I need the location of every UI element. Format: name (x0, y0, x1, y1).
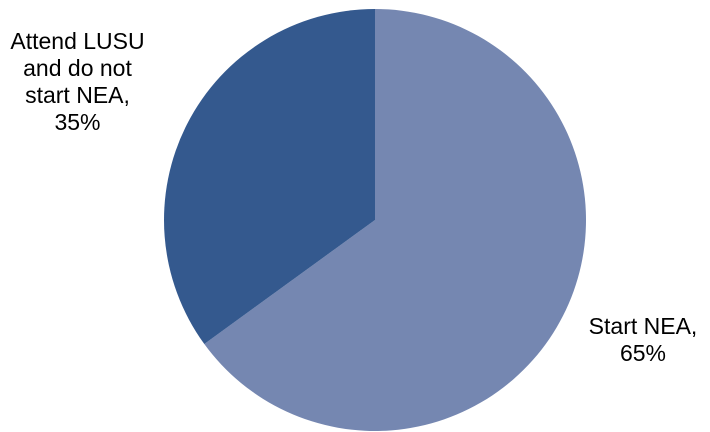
slice-label-start-nea: Start NEA, 65% (588, 313, 698, 366)
pie-slice-start-nea (204, 9, 587, 431)
pie-slice-attend-lusu (164, 9, 375, 345)
pie-slices (164, 9, 587, 431)
slice-label-attend-lusu: Attend LUSU and do not start NEA, 35% (10, 28, 145, 135)
